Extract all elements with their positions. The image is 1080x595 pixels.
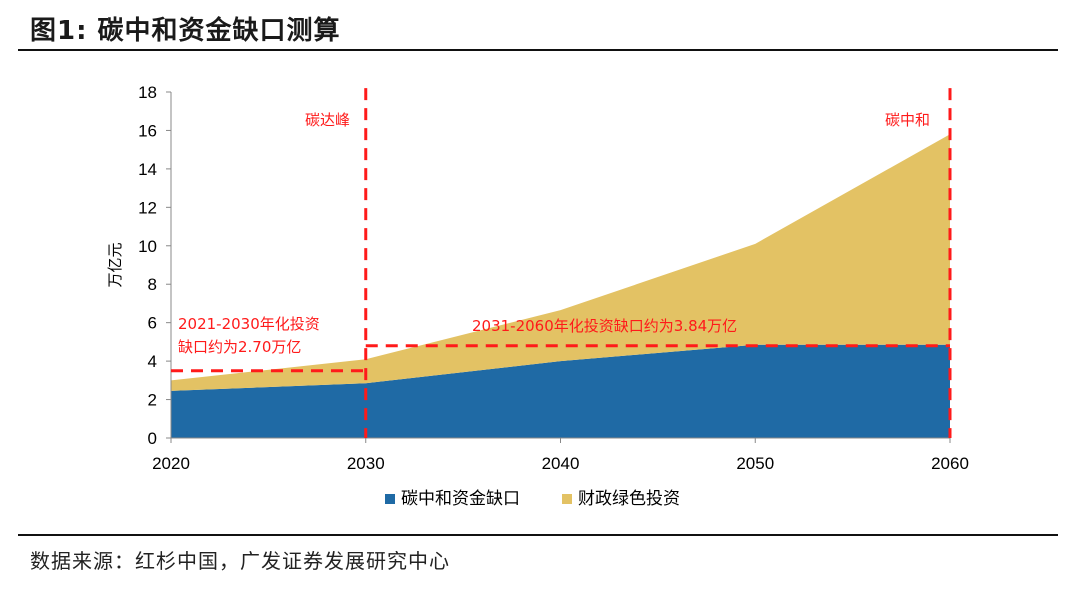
- y-tick-label: 18: [138, 83, 157, 102]
- neutral-label: 碳中和: [885, 111, 930, 129]
- chart: 0 2 4 6 8 10 12 14 16 18 2020 2030 2040 2050 2060 万亿元…: [106, 83, 969, 509]
- y-tick-label: 4: [148, 352, 157, 371]
- series-area-fiscal-green-investment: [171, 134, 950, 391]
- gap2-label: 2031-2060年化投资缺口约为3.84万亿: [472, 317, 737, 335]
- y-tick-label: 2: [148, 391, 157, 410]
- y-tick-label: 16: [138, 121, 157, 140]
- bottom-rule: [18, 534, 1058, 536]
- y-tick-label: 8: [148, 275, 157, 294]
- y-tick-label: 0: [148, 429, 157, 448]
- y-tick-label: 6: [148, 314, 157, 333]
- y-ticks: 0 2 4 6 8 10 12 14 16 18: [138, 83, 171, 448]
- legend-swatch-fiscal: [562, 494, 572, 504]
- legend-label-funding-gap: 碳中和资金缺口: [401, 489, 520, 509]
- x-tick-label: 2050: [736, 454, 774, 473]
- x-tick-label: 2040: [542, 454, 580, 473]
- y-axis-label: 万亿元: [106, 242, 124, 287]
- x-ticks: 2020 2030 2040 2050 2060: [152, 438, 969, 473]
- gap1-label-line1: 2021-2030年化投资: [178, 315, 320, 333]
- x-tick-label: 2060: [931, 454, 969, 473]
- y-tick-label: 14: [138, 160, 157, 179]
- gap1-label-line2: 缺口约为2.70万亿: [178, 338, 301, 356]
- legend-label-fiscal: 财政绿色投资: [578, 489, 680, 509]
- x-tick-label: 2030: [347, 454, 385, 473]
- peak-label: 碳达峰: [305, 111, 350, 129]
- y-tick-label: 12: [138, 198, 157, 217]
- y-tick-label: 10: [138, 237, 157, 256]
- legend-swatch-funding-gap: [385, 494, 395, 504]
- x-tick-label: 2020: [152, 454, 190, 473]
- chart-title: 图1: 碳中和资金缺口测算: [30, 16, 341, 46]
- source-note: 数据来源：红杉中国，广发证券发展研究中心: [30, 549, 450, 573]
- top-rule: [18, 49, 1058, 51]
